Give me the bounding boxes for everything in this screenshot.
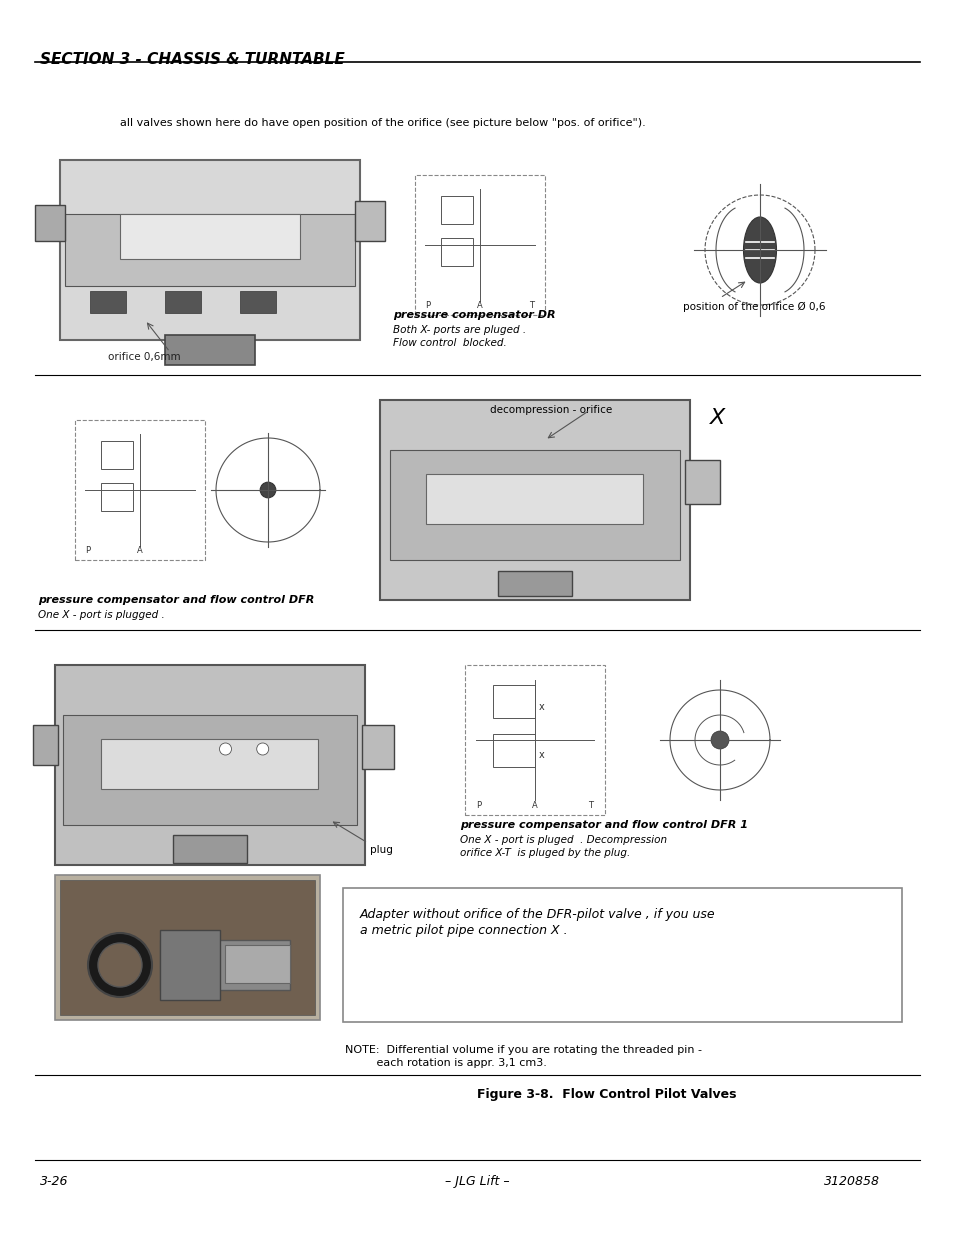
Text: position of the orifice Ø 0,6: position of the orifice Ø 0,6: [682, 303, 824, 312]
Text: orifice X-T  is pluged by the plug.: orifice X-T is pluged by the plug.: [459, 848, 630, 858]
Bar: [165, 335, 254, 366]
Text: T: T: [529, 301, 534, 310]
Text: x: x: [538, 701, 544, 713]
Text: each rotation is appr. 3,1 cm3.: each rotation is appr. 3,1 cm3.: [345, 1058, 546, 1068]
Bar: [101, 483, 133, 511]
Bar: [493, 734, 535, 767]
Text: pressure compensator and flow control DFR 1: pressure compensator and flow control DF…: [459, 820, 747, 830]
Bar: [160, 930, 220, 1000]
Bar: [493, 684, 535, 718]
Bar: [390, 450, 679, 559]
Text: – JLG Lift –: – JLG Lift –: [444, 1174, 509, 1188]
Text: pressure compensator DR: pressure compensator DR: [393, 310, 555, 320]
Bar: [440, 238, 473, 266]
Circle shape: [98, 944, 142, 987]
Bar: [172, 835, 247, 863]
Text: Figure 3-8.  Flow Control Pilot Valves: Figure 3-8. Flow Control Pilot Valves: [476, 1088, 736, 1100]
Bar: [361, 725, 394, 769]
Text: A: A: [476, 301, 482, 310]
Bar: [355, 201, 385, 241]
Text: P: P: [86, 546, 91, 555]
Bar: [426, 474, 643, 524]
Bar: [65, 214, 355, 287]
Bar: [165, 291, 201, 312]
Text: NOTE:  Differential volume if you are rotating the threaded pin -: NOTE: Differential volume if you are rot…: [345, 1045, 701, 1055]
Bar: [101, 739, 318, 789]
Bar: [497, 571, 572, 597]
Text: X: X: [709, 408, 724, 429]
Circle shape: [219, 743, 232, 755]
Text: orifice 0,6mm: orifice 0,6mm: [108, 352, 180, 362]
Bar: [379, 400, 689, 600]
Text: One X - port is plugged .: One X - port is plugged .: [38, 610, 165, 620]
Bar: [55, 876, 319, 1020]
Bar: [60, 161, 359, 340]
Circle shape: [710, 731, 728, 748]
Text: Adapter without orifice of the DFR-pilot valve , if you use: Adapter without orifice of the DFR-pilot…: [359, 908, 715, 921]
Text: P: P: [476, 800, 481, 809]
Text: T: T: [588, 800, 593, 809]
Text: plug: plug: [370, 845, 393, 855]
Bar: [33, 725, 58, 764]
Circle shape: [88, 932, 152, 997]
Text: 3-26: 3-26: [40, 1174, 69, 1188]
Text: decompression - orifice: decompression - orifice: [490, 405, 612, 415]
Text: pressure compensator and flow control DFR: pressure compensator and flow control DF…: [38, 595, 314, 605]
Bar: [160, 940, 290, 990]
Circle shape: [256, 743, 269, 755]
Text: x: x: [538, 750, 544, 760]
Ellipse shape: [742, 217, 776, 283]
Bar: [225, 945, 290, 983]
Text: 3120858: 3120858: [823, 1174, 879, 1188]
Text: One X - port is pluged  . Decompression: One X - port is pluged . Decompression: [459, 835, 666, 845]
Bar: [55, 664, 365, 864]
Text: P: P: [425, 301, 430, 310]
Bar: [75, 420, 205, 559]
Bar: [440, 196, 473, 224]
Text: Flow control  blocked.: Flow control blocked.: [393, 338, 506, 348]
Text: all valves shown here do have open position of the orifice (see picture below "p: all valves shown here do have open posit…: [120, 119, 645, 128]
Text: SECTION 3 - CHASSIS & TURNTABLE: SECTION 3 - CHASSIS & TURNTABLE: [40, 52, 344, 67]
Bar: [63, 715, 356, 825]
Bar: [60, 881, 314, 1015]
Circle shape: [260, 482, 275, 498]
Text: A: A: [137, 546, 143, 555]
FancyBboxPatch shape: [343, 888, 901, 1023]
Bar: [101, 441, 133, 469]
Bar: [240, 291, 275, 312]
Bar: [35, 205, 65, 241]
Bar: [464, 664, 604, 815]
Bar: [415, 175, 544, 315]
Bar: [684, 459, 720, 504]
Text: a metric pilot pipe connection X .: a metric pilot pipe connection X .: [359, 924, 567, 937]
Bar: [90, 291, 126, 312]
Text: A: A: [532, 800, 537, 809]
Bar: [120, 214, 299, 259]
Text: Both X- ports are pluged .: Both X- ports are pluged .: [393, 325, 525, 335]
